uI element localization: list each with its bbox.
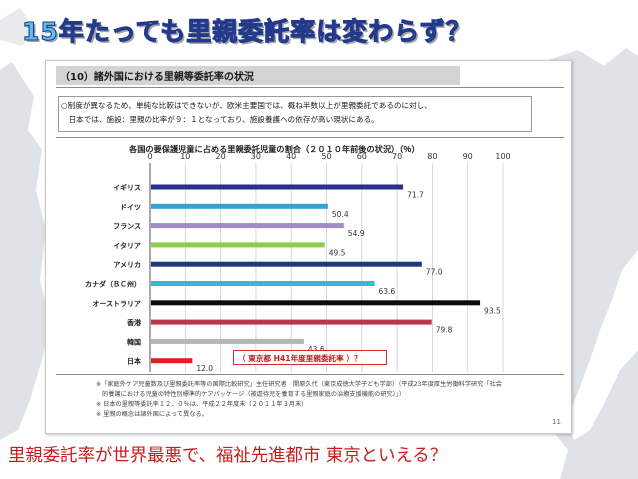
section-heading-bar xyxy=(56,66,460,85)
category-label: アメリカ xyxy=(113,261,141,269)
value-label: 79.8 xyxy=(436,326,453,335)
footnote-1: ※「家庭外ケア児童数及び里親委託率等の国際比較研究」主任研究者 開原久代（東京成… xyxy=(96,381,502,388)
category-label: イギリス xyxy=(113,183,141,192)
category-label: フランス xyxy=(113,223,141,231)
footnote-4: ※ 里親の概念は諸外国によって異なる。 xyxy=(96,411,208,418)
x-tick-label: 100 xyxy=(495,152,510,161)
x-tick-label: 60 xyxy=(357,152,367,161)
bar xyxy=(151,358,193,364)
bar xyxy=(151,203,328,209)
value-label: 71.7 xyxy=(407,191,424,200)
bar xyxy=(151,223,344,229)
bottom-caption: 里親委託率が世界最悪で、福祉先進都市 東京といえる？ xyxy=(8,446,448,466)
bar xyxy=(151,300,481,306)
bar xyxy=(151,319,432,325)
note-box xyxy=(58,96,532,132)
bar xyxy=(151,184,404,190)
page-number: 11 xyxy=(552,418,561,426)
divider-top xyxy=(56,87,564,88)
value-label: 77.0 xyxy=(426,268,443,277)
chart-title: 各国の要保護児童に占める里親委託児童の割合（２０１０年前後の状況）（％） xyxy=(129,144,420,154)
value-label: 93.5 xyxy=(484,306,501,315)
value-label: 50.4 xyxy=(332,210,349,219)
note-line-1: ○制度が異なるため、単純な比較はできないが、欧米主要国では、概ね半数以上が里親委… xyxy=(61,101,432,110)
x-tick-label: 10 xyxy=(180,152,190,161)
category-label: カナダ（ＢＣ州） xyxy=(85,280,141,289)
category-label: 香港 xyxy=(126,318,142,327)
bar xyxy=(151,242,325,248)
section-heading: （10）諸外国における里親等委託率の状況 xyxy=(60,72,254,83)
category-label: 韓国 xyxy=(127,337,141,346)
value-label: 43.6 xyxy=(308,345,325,354)
category-label: イタリア xyxy=(113,241,141,250)
note-line-2: 日本では、施設：里親の比率が９：１となっており、施設養護への依存が高い現状にある… xyxy=(61,115,379,124)
value-label: 63.6 xyxy=(379,287,396,296)
x-tick-label: 80 xyxy=(427,152,437,161)
category-label: ドイツ xyxy=(120,203,141,211)
footnote-2: 的養護における児童の特性別標準的ケアパッケージ（被虐待児を養育する里親家庭の治療… xyxy=(96,391,406,398)
x-tick-label: 30 xyxy=(251,152,261,161)
x-tick-label: 50 xyxy=(321,152,331,161)
slide-title: 15年たっても里親委託率は変わらず？ xyxy=(21,16,472,46)
value-label: 12.0 xyxy=(196,364,213,373)
x-tick-label: 70 xyxy=(392,152,402,161)
x-tick-label: 40 xyxy=(286,152,296,161)
category-label: オーストラリア xyxy=(92,300,141,308)
bar xyxy=(151,338,304,344)
value-label: 54.9 xyxy=(348,229,365,238)
bar xyxy=(151,281,375,286)
x-tick-label: 90 xyxy=(463,152,473,161)
tokyo-annotation-box: （ 東京都 H41年度里親委託率 ）？ xyxy=(233,350,387,365)
x-tick-label: 0 xyxy=(147,152,152,161)
category-label: 日本 xyxy=(127,357,141,366)
footnote-3: ※ 日本の里親等委託率１２．０％は、平成２２年度末（２０１１年３月末） xyxy=(96,401,308,408)
x-tick-label: 20 xyxy=(216,152,226,161)
divider-bottom xyxy=(56,374,564,375)
bar xyxy=(151,261,422,267)
value-label: 49.5 xyxy=(329,248,346,257)
divider-middle xyxy=(56,137,564,138)
